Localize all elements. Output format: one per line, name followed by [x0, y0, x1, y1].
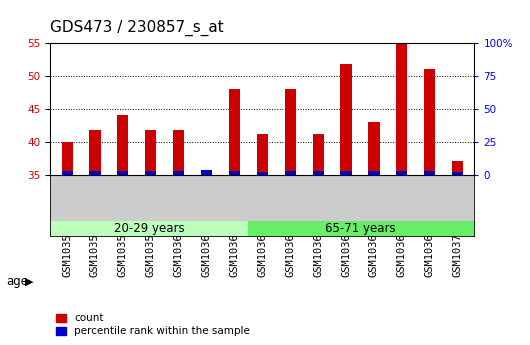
Bar [340, 171, 351, 175]
Text: 65-71 years: 65-71 years [325, 222, 395, 235]
Bar [396, 171, 408, 175]
Text: 20-29 years: 20-29 years [114, 222, 184, 235]
Bar [424, 69, 435, 175]
Text: age: age [6, 275, 29, 288]
Bar [117, 116, 128, 175]
Bar [229, 89, 240, 175]
Bar [117, 171, 128, 175]
Bar [257, 135, 268, 175]
Bar [313, 135, 324, 175]
Bar [396, 43, 408, 175]
Bar [229, 171, 240, 175]
Bar [249, 220, 474, 236]
Bar [257, 171, 268, 175]
Bar [452, 171, 463, 175]
Bar [201, 171, 212, 175]
Bar [368, 171, 379, 175]
Bar [452, 161, 463, 175]
Bar [61, 171, 73, 175]
Bar [145, 130, 156, 175]
Bar [285, 89, 296, 175]
Bar [90, 130, 101, 175]
Bar [173, 171, 184, 175]
Bar [201, 170, 212, 175]
Bar [61, 142, 73, 175]
Text: ▶: ▶ [25, 276, 34, 286]
Bar [173, 130, 184, 175]
Bar [368, 122, 379, 175]
Bar [50, 220, 249, 236]
Bar [90, 171, 101, 175]
Bar [145, 171, 156, 175]
Bar [313, 171, 324, 175]
Legend: count, percentile rank within the sample: count, percentile rank within the sample [56, 313, 250, 336]
Text: GDS473 / 230857_s_at: GDS473 / 230857_s_at [50, 20, 224, 36]
Bar [285, 171, 296, 175]
Bar [424, 171, 435, 175]
Bar [340, 64, 351, 175]
